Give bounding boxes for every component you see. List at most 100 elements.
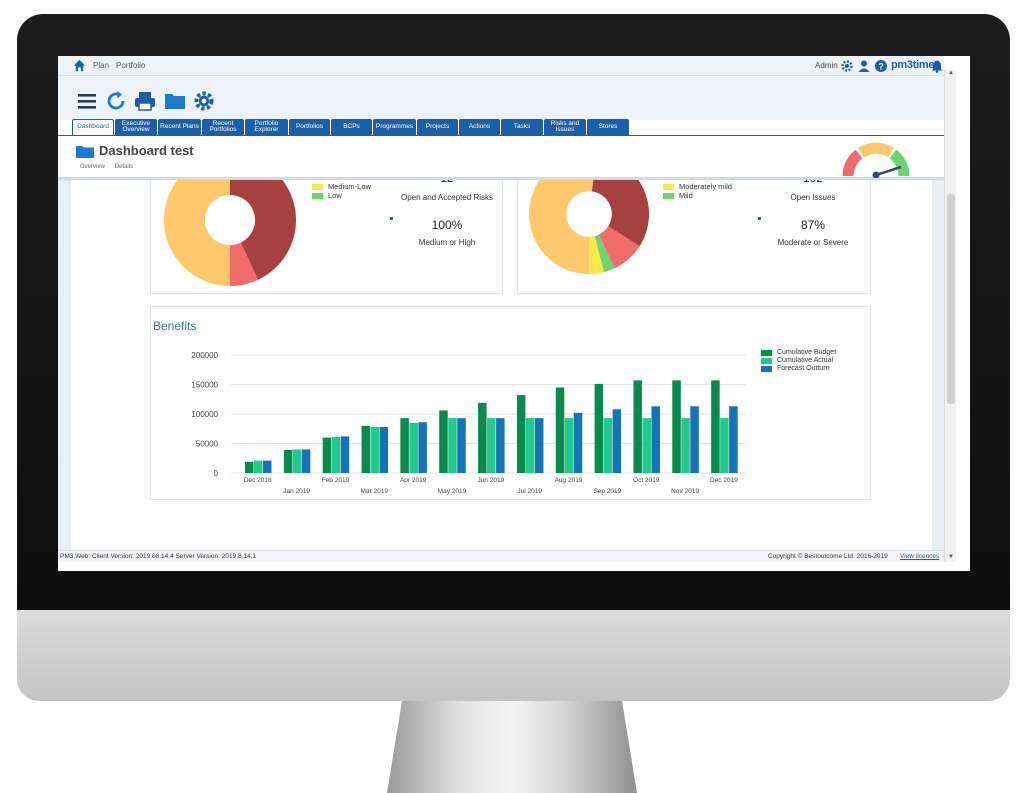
- bar[interactable]: [478, 402, 487, 473]
- tab-recent-portfolios[interactable]: Recent Portfolios: [202, 119, 244, 135]
- benefits-card: Benefits 200000 150000 100000 50000 0 Dec 201…: [150, 306, 871, 500]
- bar[interactable]: [555, 387, 565, 473]
- bar[interactable]: [448, 418, 457, 473]
- bar[interactable]: [651, 406, 660, 473]
- help-icon[interactable]: ?: [874, 59, 888, 73]
- footer: PM3 Web: Client Version: 2019.08.14.4 Se…: [58, 550, 944, 562]
- tab-projects[interactable]: Projects: [417, 119, 458, 135]
- bar[interactable]: [457, 418, 466, 473]
- tab-recent-plans[interactable]: Recent Plans: [158, 119, 201, 135]
- donut-slice[interactable]: [598, 226, 640, 269]
- bar[interactable]: [516, 395, 526, 473]
- tab-bcps[interactable]: BCPs: [331, 119, 372, 135]
- tab-stores[interactable]: Stores: [587, 119, 629, 135]
- tab-portfolio-explorer[interactable]: Portfolio Explorer: [245, 119, 288, 135]
- bar[interactable]: [525, 418, 535, 473]
- legend-item: Moderately mild: [663, 182, 732, 191]
- bar[interactable]: [283, 449, 293, 473]
- bar[interactable]: [379, 426, 389, 473]
- vertical-scrollbar[interactable]: ▲ ▼: [944, 70, 956, 562]
- folder-icon[interactable]: [164, 90, 186, 112]
- tab-portfolios[interactable]: Portfolios: [289, 119, 330, 135]
- bar[interactable]: [612, 409, 622, 473]
- donut-slice[interactable]: [589, 236, 604, 274]
- legend-item[interactable]: Cumulative Actual: [761, 357, 836, 364]
- donut-slice[interactable]: [591, 180, 649, 247]
- bar[interactable]: [361, 425, 371, 473]
- bar[interactable]: [418, 422, 427, 473]
- bar[interactable]: [642, 418, 651, 473]
- y-tick-label: 200000: [191, 351, 218, 360]
- bar[interactable]: [301, 449, 311, 473]
- donut-slice[interactable]: [230, 242, 259, 286]
- bar[interactable]: [292, 449, 302, 473]
- bar[interactable]: [573, 412, 583, 473]
- bar[interactable]: [340, 436, 350, 473]
- bell-icon[interactable]: [930, 59, 944, 73]
- bar[interactable]: [400, 418, 409, 473]
- page-title: Dashboard test: [99, 143, 194, 158]
- subnav-overview[interactable]: Overview: [80, 164, 106, 170]
- bar[interactable]: [409, 422, 418, 473]
- breadcrumb-plan[interactable]: Plan: [93, 61, 110, 70]
- scrollbar-thumb[interactable]: [947, 194, 955, 404]
- open-risks-label: Open and Accepted Risks: [400, 193, 494, 202]
- home-icon[interactable]: [73, 59, 86, 72]
- bar[interactable]: [564, 418, 574, 473]
- legend-item: Medium-Low: [312, 182, 371, 191]
- issues-card: Moderately mild Mild 102 Open Issues 87%…: [517, 180, 871, 294]
- legend-swatch: [761, 365, 772, 372]
- scroll-up-icon[interactable]: ▲: [948, 70, 954, 76]
- refresh-icon[interactable]: [105, 90, 127, 112]
- bar[interactable]: [322, 437, 332, 473]
- tab-risks-and-issues[interactable]: Risks and Issues: [544, 119, 586, 135]
- bar[interactable]: [690, 406, 699, 473]
- bar[interactable]: [633, 380, 642, 473]
- donut-slice[interactable]: [164, 180, 230, 286]
- gauge-icon: [842, 142, 910, 178]
- bar[interactable]: [681, 418, 690, 473]
- benefits-legend: Cumulative Budget Cumulative Actual Foreca…: [761, 349, 836, 373]
- bar[interactable]: [254, 460, 263, 473]
- menu-icon[interactable]: [76, 90, 98, 112]
- x-tick-label: Jun 2019: [477, 477, 504, 484]
- bar[interactable]: [331, 437, 341, 473]
- x-tick-label: Feb 2019: [322, 477, 350, 484]
- bar[interactable]: [729, 406, 738, 473]
- risks-donut-chart: [164, 180, 296, 286]
- bar[interactable]: [487, 418, 496, 473]
- tab-actions[interactable]: Actions: [459, 119, 500, 135]
- bar[interactable]: [711, 380, 720, 473]
- bar[interactable]: [245, 461, 254, 473]
- gear-icon[interactable]: [840, 59, 854, 73]
- settings-icon[interactable]: [193, 90, 215, 112]
- donut-slice[interactable]: [529, 180, 597, 274]
- breadcrumb-portfolio[interactable]: Portfolio: [116, 61, 146, 70]
- medium-high-percent: 100%: [431, 218, 463, 232]
- bar[interactable]: [603, 418, 613, 473]
- bar[interactable]: [370, 426, 380, 473]
- bar[interactable]: [594, 383, 604, 473]
- subnav-details[interactable]: Details: [114, 164, 134, 170]
- bar[interactable]: [496, 418, 505, 473]
- print-icon[interactable]: [134, 90, 156, 112]
- tab-programmes[interactable]: Programmes: [373, 119, 416, 135]
- legend-label: Moderately mild: [679, 182, 732, 191]
- bar[interactable]: [263, 460, 272, 473]
- donut-slice[interactable]: [594, 234, 615, 273]
- bar[interactable]: [439, 410, 448, 473]
- user-icon[interactable]: [857, 59, 871, 73]
- legend-item[interactable]: Forecast Outturn: [761, 365, 836, 372]
- scroll-down-icon[interactable]: ▼: [948, 554, 954, 560]
- donut-slice[interactable]: [230, 180, 296, 280]
- bar[interactable]: [534, 418, 544, 473]
- open-risks-count: 12: [377, 180, 517, 185]
- bar[interactable]: [672, 380, 681, 473]
- moderate-severe-label: Moderate or Severe: [777, 238, 849, 247]
- tab-dashboard[interactable]: Dashboard: [72, 119, 114, 135]
- legend-item[interactable]: Cumulative Budget: [761, 349, 836, 356]
- tab-tasks[interactable]: Tasks: [501, 119, 543, 135]
- bar[interactable]: [720, 418, 729, 473]
- view-licences-link[interactable]: View licences: [900, 553, 940, 560]
- tab-executive-overview[interactable]: Executive Overview: [115, 119, 157, 135]
